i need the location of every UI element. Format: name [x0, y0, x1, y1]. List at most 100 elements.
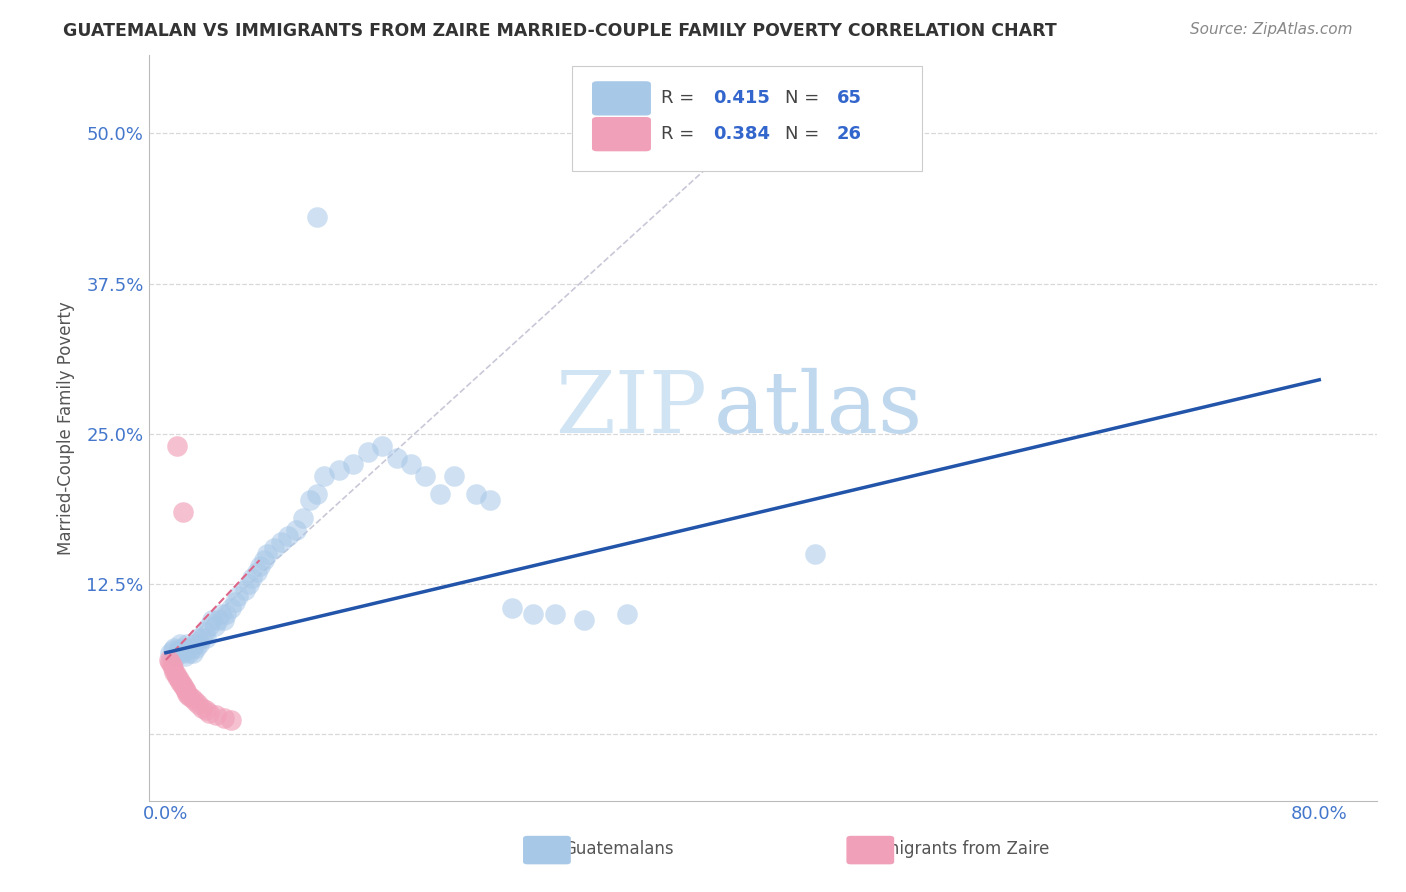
Point [170, 640, 193, 655]
Point [157, 653, 180, 667]
Point [205, 708, 228, 723]
Point [191, 632, 214, 646]
Point [399, 457, 422, 471]
Point [253, 553, 276, 567]
Point [522, 607, 544, 622]
Point [207, 613, 229, 627]
Point [249, 559, 271, 574]
Point [194, 625, 217, 640]
Point [284, 523, 307, 537]
Point [163, 665, 186, 679]
Point [307, 211, 329, 225]
Point [183, 694, 205, 708]
Point [165, 667, 187, 681]
Point [240, 571, 263, 585]
Point [198, 706, 221, 720]
Point [166, 670, 188, 684]
Point [177, 646, 200, 660]
Point [219, 713, 242, 727]
Point [277, 529, 299, 543]
Text: Source: ZipAtlas.com: Source: ZipAtlas.com [1189, 22, 1353, 37]
Point [544, 607, 567, 622]
Point [212, 613, 235, 627]
Point [191, 701, 214, 715]
Point [163, 640, 186, 655]
Point [256, 547, 278, 561]
Point [314, 469, 336, 483]
Point [176, 687, 198, 701]
Point [464, 487, 486, 501]
Point [180, 640, 202, 655]
Point [172, 646, 194, 660]
Text: 0.384: 0.384 [714, 125, 770, 143]
Point [169, 674, 191, 689]
Point [195, 632, 218, 646]
Point [167, 643, 190, 657]
Text: N =: N = [785, 89, 825, 107]
Point [162, 643, 184, 657]
Text: R =: R = [661, 89, 700, 107]
Point [429, 487, 451, 501]
Point [215, 607, 238, 622]
Point [172, 679, 194, 693]
Point [172, 505, 194, 519]
Point [162, 661, 184, 675]
Point [572, 613, 595, 627]
Text: 26: 26 [837, 125, 862, 143]
Point [385, 450, 408, 465]
Point [174, 643, 197, 657]
Point [415, 469, 437, 483]
Point [291, 511, 314, 525]
Text: R =: R = [661, 125, 700, 143]
Text: 0.415: 0.415 [714, 89, 770, 107]
Point [246, 565, 269, 579]
Point [159, 646, 181, 660]
Text: Guatemalans: Guatemalans [564, 840, 673, 858]
Point [160, 657, 183, 672]
Point [233, 583, 256, 598]
Point [501, 601, 523, 615]
Point [803, 547, 825, 561]
Text: atlas: atlas [714, 368, 922, 450]
Point [328, 463, 350, 477]
Point [187, 632, 209, 646]
Point [176, 637, 198, 651]
FancyBboxPatch shape [592, 81, 651, 116]
Point [187, 698, 209, 712]
FancyBboxPatch shape [572, 66, 922, 170]
Point [226, 589, 249, 603]
Point [183, 637, 205, 651]
Point [201, 613, 224, 627]
Point [180, 691, 202, 706]
Point [212, 711, 235, 725]
Point [166, 439, 188, 453]
Point [371, 439, 394, 453]
Point [198, 619, 221, 633]
Point [443, 469, 465, 483]
Point [616, 607, 638, 622]
Point [238, 577, 260, 591]
FancyBboxPatch shape [592, 117, 651, 152]
Point [188, 637, 211, 651]
Point [307, 487, 329, 501]
Point [167, 672, 190, 686]
Point [173, 649, 195, 664]
Point [159, 656, 181, 670]
Point [270, 535, 292, 549]
Point [357, 445, 380, 459]
Point [204, 619, 226, 633]
Point [209, 607, 232, 622]
Point [224, 595, 246, 609]
Point [170, 677, 193, 691]
Point [165, 649, 187, 664]
Text: Immigrants from Zaire: Immigrants from Zaire [862, 840, 1050, 858]
Text: ZIP: ZIP [555, 368, 707, 450]
Point [219, 601, 242, 615]
Text: 65: 65 [837, 89, 862, 107]
Point [174, 684, 197, 698]
Point [181, 646, 204, 660]
Y-axis label: Married-Couple Family Poverty: Married-Couple Family Poverty [58, 301, 75, 555]
Point [263, 541, 285, 555]
Point [177, 689, 200, 703]
Text: GUATEMALAN VS IMMIGRANTS FROM ZAIRE MARRIED-COUPLE FAMILY POVERTY CORRELATION CH: GUATEMALAN VS IMMIGRANTS FROM ZAIRE MARR… [63, 22, 1057, 40]
